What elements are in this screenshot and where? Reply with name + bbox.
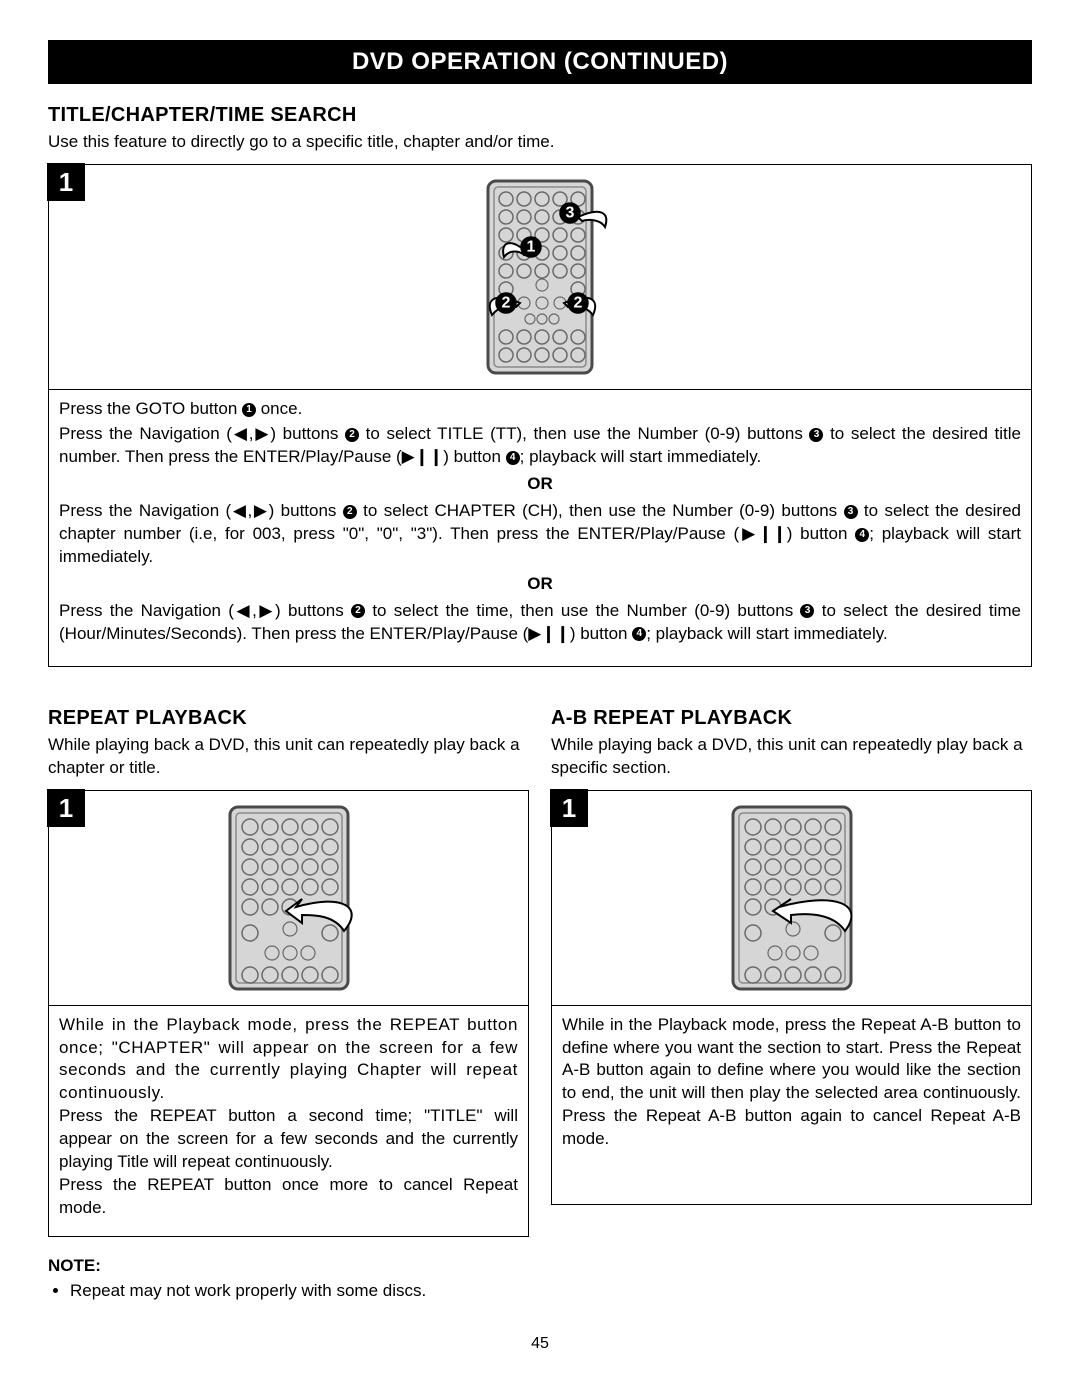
text: Press the REPEAT button once more to can…	[59, 1174, 518, 1220]
ab-intro: While playing back a DVD, this unit can …	[551, 734, 1032, 780]
text: to select TITLE (TT), then use the Numbe…	[359, 424, 809, 443]
text: While in the Playback mode, press the Re…	[562, 1014, 1021, 1152]
step-badge: 1	[47, 163, 85, 201]
repeat-column: REPEAT PLAYBACK While playing back a DVD…	[48, 687, 529, 1237]
text: ; playback will start immediately.	[520, 447, 762, 466]
note-block: NOTE: Repeat may not work properly with …	[48, 1255, 1032, 1303]
ref-4-icon: 4	[632, 627, 646, 641]
or-divider: OR	[59, 473, 1021, 496]
ref-1-icon: 1	[242, 403, 256, 417]
text: While in the Playback mode, press the RE…	[59, 1014, 518, 1106]
ref-3-icon: 3	[809, 428, 823, 442]
repeat-instructions: While in the Playback mode, press the RE…	[49, 1005, 528, 1236]
text: ; playback will start immediately.	[646, 624, 888, 643]
ref-2-icon: 2	[345, 428, 359, 442]
search-title: TITLE/CHAPTER/TIME SEARCH	[48, 102, 1032, 129]
repeat-title: REPEAT PLAYBACK	[48, 705, 529, 732]
remote-repeat-icon	[204, 803, 374, 993]
search-box: 1	[48, 164, 1032, 666]
ab-remote-area	[552, 791, 1031, 1005]
ab-title: A-B REPEAT PLAYBACK	[551, 705, 1032, 732]
text: Press the Navigation (◀,▶) buttons	[59, 424, 345, 443]
ref-2-icon: 2	[343, 505, 357, 519]
text: Press the Navigation (◀,▶) buttons	[59, 501, 343, 520]
repeat-box: 1 While in the Playba	[48, 790, 529, 1237]
ref-2-icon: 2	[351, 604, 365, 618]
svg-text:1: 1	[527, 239, 536, 256]
search-instructions: Press the GOTO button 1 once. Press the …	[49, 389, 1031, 665]
text: to select the time, then use the Number …	[365, 601, 800, 620]
text: Press the Navigation (◀,▶) buttons	[59, 601, 351, 620]
text: Press the REPEAT button a second time; "…	[59, 1105, 518, 1174]
ref-3-icon: 3	[844, 505, 858, 519]
note-title: NOTE:	[48, 1255, 1032, 1278]
ref-3-icon: 3	[800, 604, 814, 618]
ref-4-icon: 4	[855, 528, 869, 542]
remote-ab-icon	[707, 803, 877, 993]
text: once.	[256, 399, 302, 418]
page-banner: DVD OPERATION (CONTINUED)	[48, 40, 1032, 84]
note-list: Repeat may not work properly with some d…	[70, 1280, 1032, 1303]
svg-text:3: 3	[566, 205, 575, 222]
ab-box: 1 While in the Playback mode, pr	[551, 790, 1032, 1205]
ab-repeat-column: A-B REPEAT PLAYBACK While playing back a…	[551, 687, 1032, 1237]
repeat-intro: While playing back a DVD, this unit can …	[48, 734, 529, 780]
remote-search-icon: 3 1 2 2	[450, 177, 630, 377]
text: to select CHAPTER (CH), then use the Num…	[357, 501, 844, 520]
svg-text:2: 2	[502, 295, 511, 312]
note-item: Repeat may not work properly with some d…	[70, 1280, 1032, 1303]
ref-4-icon: 4	[506, 451, 520, 465]
search-remote-area: 3 1 2 2	[49, 165, 1031, 389]
step-badge: 1	[550, 789, 588, 827]
step-badge: 1	[47, 789, 85, 827]
page-number: 45	[48, 1333, 1032, 1355]
or-divider: OR	[59, 573, 1021, 596]
two-column-row: REPEAT PLAYBACK While playing back a DVD…	[48, 687, 1032, 1237]
text: Press the GOTO button	[59, 399, 242, 418]
search-intro: Use this feature to directly go to a spe…	[48, 131, 1032, 154]
ab-instructions: While in the Playback mode, press the Re…	[552, 1005, 1031, 1168]
repeat-remote-area	[49, 791, 528, 1005]
svg-text:2: 2	[574, 295, 583, 312]
